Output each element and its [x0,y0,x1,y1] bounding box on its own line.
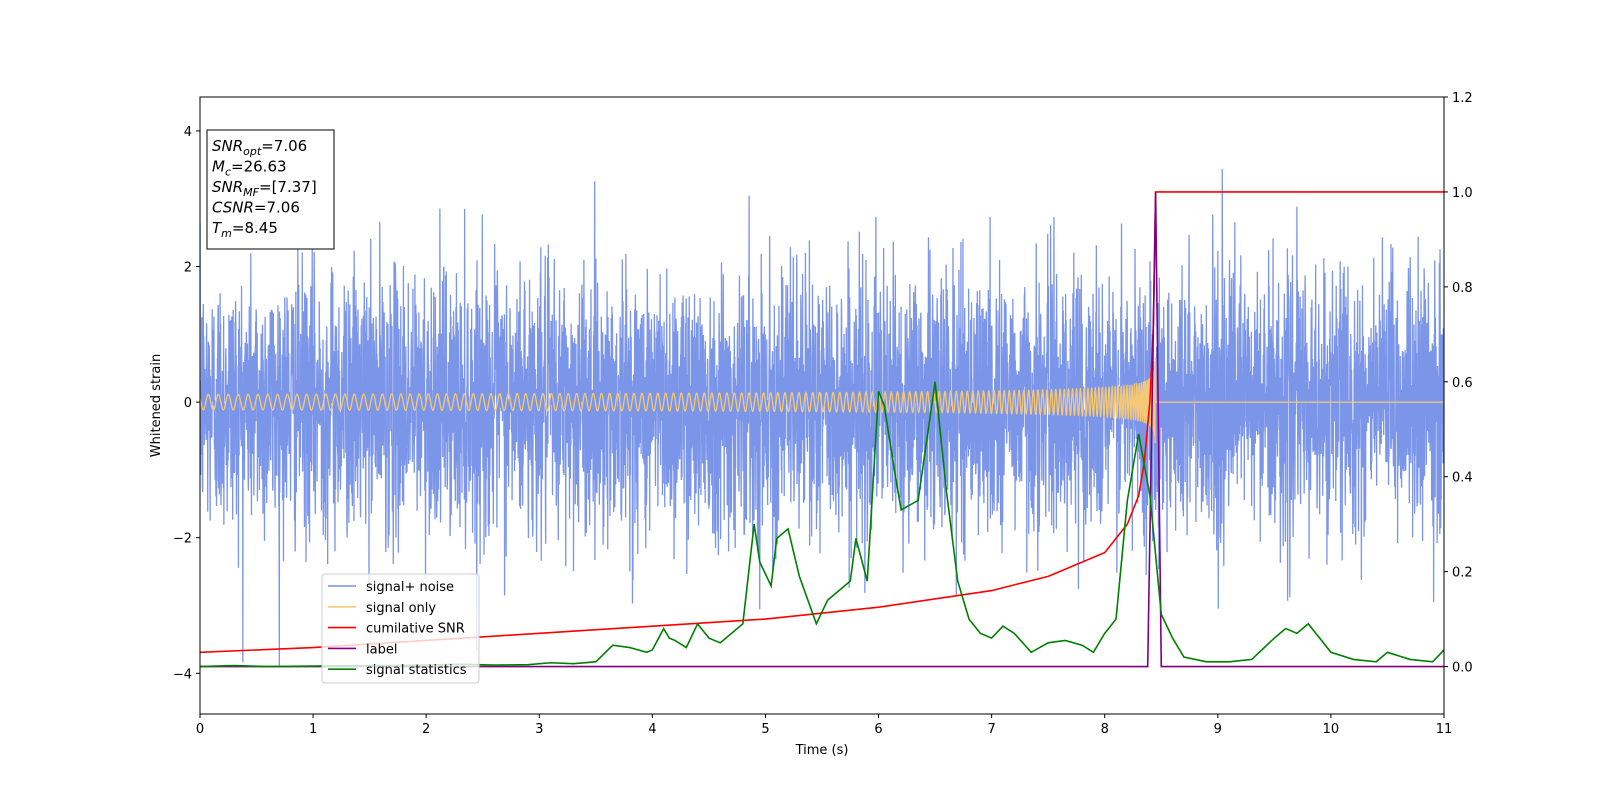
x-tick-label: 8 [1101,722,1109,737]
y-tick-label: 0 [184,396,192,411]
series-line-signal-statistics [200,381,1444,668]
x-tick-label: 7 [987,722,995,737]
x-tick-label: 9 [1214,722,1222,737]
annotation-box-frame [206,129,335,250]
series-line-signal-only [200,357,1444,443]
x-tick-label: 3 [535,722,543,737]
x-tick-label: 4 [648,722,656,737]
legend-label: label [366,642,397,657]
y2-tick-label: 0.6 [1452,376,1473,391]
y2-tick-label: 0.2 [1452,566,1473,581]
annotation-line: SNRMF=[7.37] [212,178,317,199]
y-tick-label: 4 [184,125,192,140]
y2-tick-label: 0.8 [1452,281,1473,296]
y2-tick-label: 0.4 [1452,471,1473,486]
x-axis-label: Time (s) [795,743,849,758]
y2-tick-label: 1.0 [1452,186,1473,201]
legend-label: signal statistics [366,663,467,678]
x-tick-label: 2 [422,722,430,737]
annotation-line: SNRopt=7.06 [212,137,307,158]
annotation-line: Mc=26.63 [212,158,287,179]
x-tick-label: 5 [761,722,769,737]
plot-area [200,168,1444,668]
axis-ticks: 0 1 2 3 4 5 6 7 8 9 10 11 4 2 0 −2 −4 1.2 1.0 0.8 0.6 0.4 0.2 0… [173,91,1473,737]
x-tick-label: 10 [1323,722,1340,737]
annotation-line: Tm=8.45 [212,219,278,240]
x-tick-label: 1 [309,722,317,737]
y-tick-label: −2 [173,532,192,547]
metrics-annotation-box: SNRopt=7.06Mc=26.63SNRMF=[7.37]CSNR=7.06… [206,129,335,250]
legend-label: cumilative SNR [366,622,465,637]
y2-tick-label: 1.2 [1452,91,1473,106]
legend: signal+ noise signal only cumilative SNR la… [321,573,480,684]
legend-label: signal only [366,601,436,616]
y-axis-label: Whitened strain [149,354,164,457]
legend-frame [321,573,480,684]
y-tick-label: 2 [184,261,192,276]
x-tick-label: 0 [196,722,204,737]
x-tick-label: 11 [1436,722,1453,737]
plot-frame [199,96,1445,715]
series-line-label [200,191,1444,668]
x-tick-label: 6 [874,722,882,737]
annotation-line: CSNR=7.06 [212,199,300,217]
legend-label: signal+ noise [366,580,454,595]
y-tick-label: −4 [173,667,192,682]
series-line-signal-noise [200,168,1444,667]
y2-tick-label: 0.0 [1452,661,1473,676]
